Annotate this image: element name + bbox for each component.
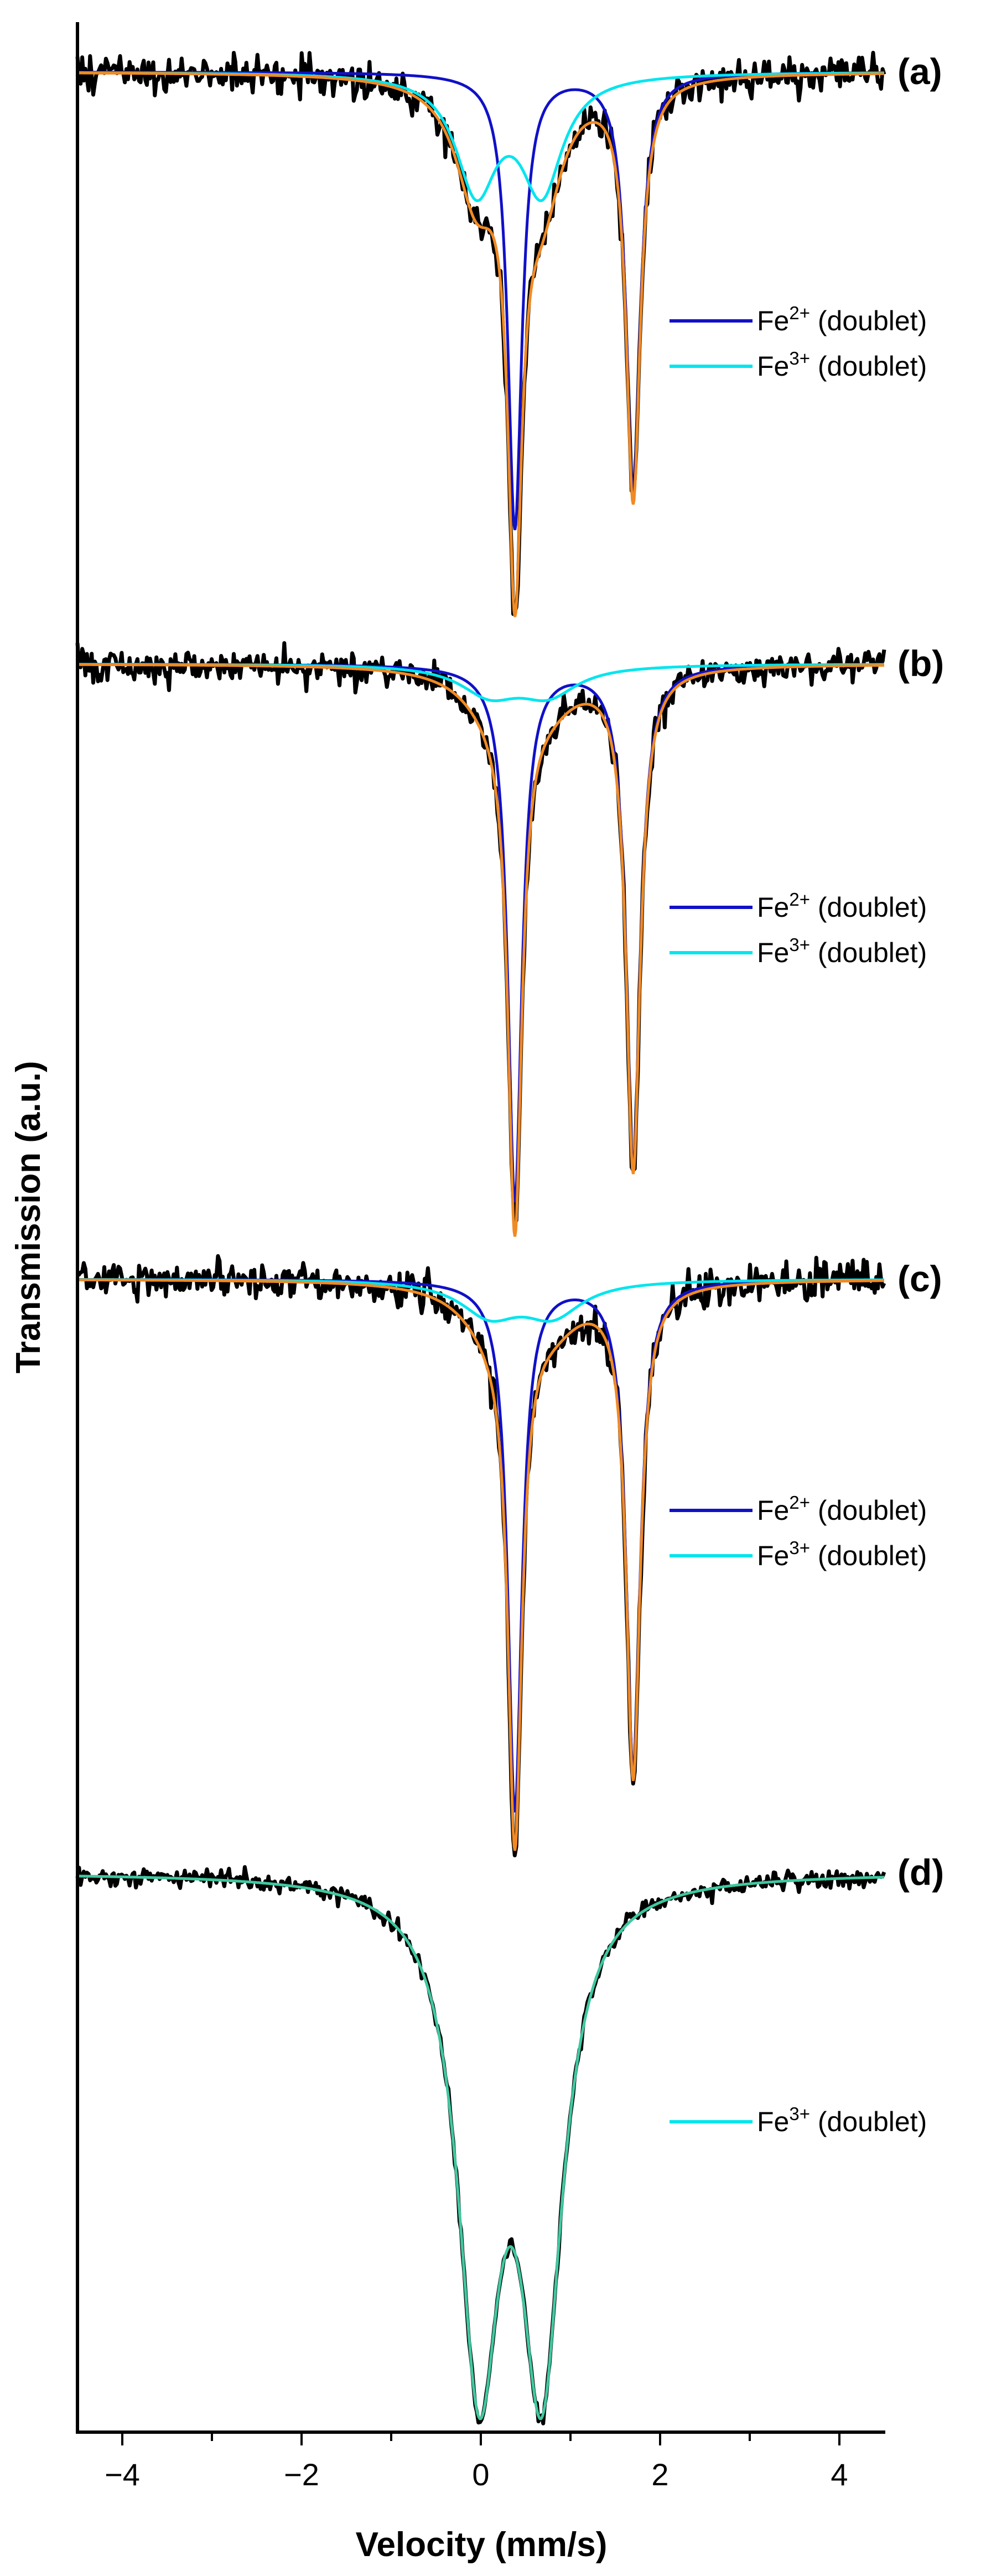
component-fit-fe2 [77, 71, 884, 531]
panel-d: (d) Fe3+ (doublet) [75, 1852, 944, 2426]
legend-entry: Fe3+ (doublet) [670, 934, 927, 968]
legend-label: Fe2+ (doublet) [757, 889, 927, 923]
experimental-data-series [76, 1254, 886, 1857]
legend-ion: Fe [757, 1540, 789, 1571]
legend-entry: Fe3+ (doublet) [670, 348, 927, 382]
y-axis-title: Transmission (a.u.) [9, 1061, 48, 1373]
legend-ion: Fe [757, 351, 789, 382]
panel-label: (a) [897, 51, 942, 92]
legend-charge: 2+ [789, 303, 810, 323]
legend-charge: 3+ [789, 934, 810, 955]
legend-entry: Fe2+ (doublet) [670, 303, 927, 336]
x-tick-label: 0 [472, 2457, 489, 2492]
legend-charge: 2+ [789, 889, 810, 910]
legend-charge: 3+ [789, 2104, 810, 2124]
legend-suffix: (doublet) [810, 1540, 927, 1571]
legend-label: Fe3+ (doublet) [757, 2104, 927, 2137]
legend-suffix: (doublet) [810, 892, 927, 923]
legend-charge: 2+ [789, 1492, 810, 1513]
total-fit-envelope [77, 71, 884, 617]
x-tick-label: 2 [651, 2457, 668, 2492]
legend-entry: Fe2+ (doublet) [670, 1492, 927, 1526]
legend-entry: Fe3+ (doublet) [670, 1538, 927, 1571]
experimental-data-series [75, 1865, 886, 2426]
panel-a: (a)Fe2+ (doublet)Fe3+ (doublet) [75, 50, 942, 617]
legend-charge: 3+ [789, 1538, 810, 1558]
legend-entry: Fe2+ (doublet) [670, 889, 927, 923]
total-fit-envelope [77, 1278, 884, 1851]
x-tick-label: 4 [831, 2457, 848, 2492]
legend-label: Fe3+ (doublet) [757, 934, 927, 968]
legend-ion: Fe [757, 892, 789, 923]
component-fit-fe2 [77, 663, 884, 1203]
component-fit-fit_d [77, 1874, 885, 2421]
x-tick-label: −2 [284, 2457, 319, 2492]
legend-ion: Fe [757, 305, 789, 336]
x-tick-label: −4 [105, 2457, 140, 2492]
legend-suffix: (doublet) [810, 2106, 927, 2137]
x-ticks: −4 −2 0 2 4 [105, 2432, 848, 2492]
panel-c: (c)Fe2+ (doublet)Fe3+ (doublet) [76, 1254, 942, 1857]
panel-label: (d) [897, 1852, 944, 1893]
legend-suffix: (doublet) [810, 351, 927, 382]
total-fit-envelope [77, 663, 884, 1237]
axes-layer: −4 −2 0 2 4 Velocity (mm/s) Transmission (a.… [9, 22, 885, 2564]
legend-suffix: (doublet) [810, 937, 927, 968]
legend-label: Fe3+ (doublet) [757, 1538, 927, 1571]
panels-layer: (a)Fe2+ (doublet)Fe3+ (doublet)(b)Fe2+ (… [75, 50, 944, 2426]
x-axis-title: Velocity (mm/s) [356, 2526, 608, 2564]
component-fit-fe3 [77, 71, 884, 202]
legend-label: Fe3+ (doublet) [757, 348, 927, 382]
legend-ion: Fe [757, 1495, 789, 1526]
panel-label: (c) [897, 1258, 942, 1299]
legend-ion: Fe [757, 937, 789, 968]
legend-suffix: (doublet) [810, 1495, 927, 1526]
legend-label: Fe2+ (doublet) [757, 1492, 927, 1526]
legend-entry: Fe3+ (doublet) [670, 2104, 927, 2137]
panel-b: (b)Fe2+ (doublet)Fe3+ (doublet) [75, 641, 944, 1237]
legend-suffix: (doublet) [810, 305, 927, 336]
panel-label: (b) [897, 643, 944, 684]
legend-charge: 3+ [789, 348, 810, 368]
legend-ion: Fe [757, 2106, 789, 2137]
legend-label: Fe2+ (doublet) [757, 303, 927, 336]
